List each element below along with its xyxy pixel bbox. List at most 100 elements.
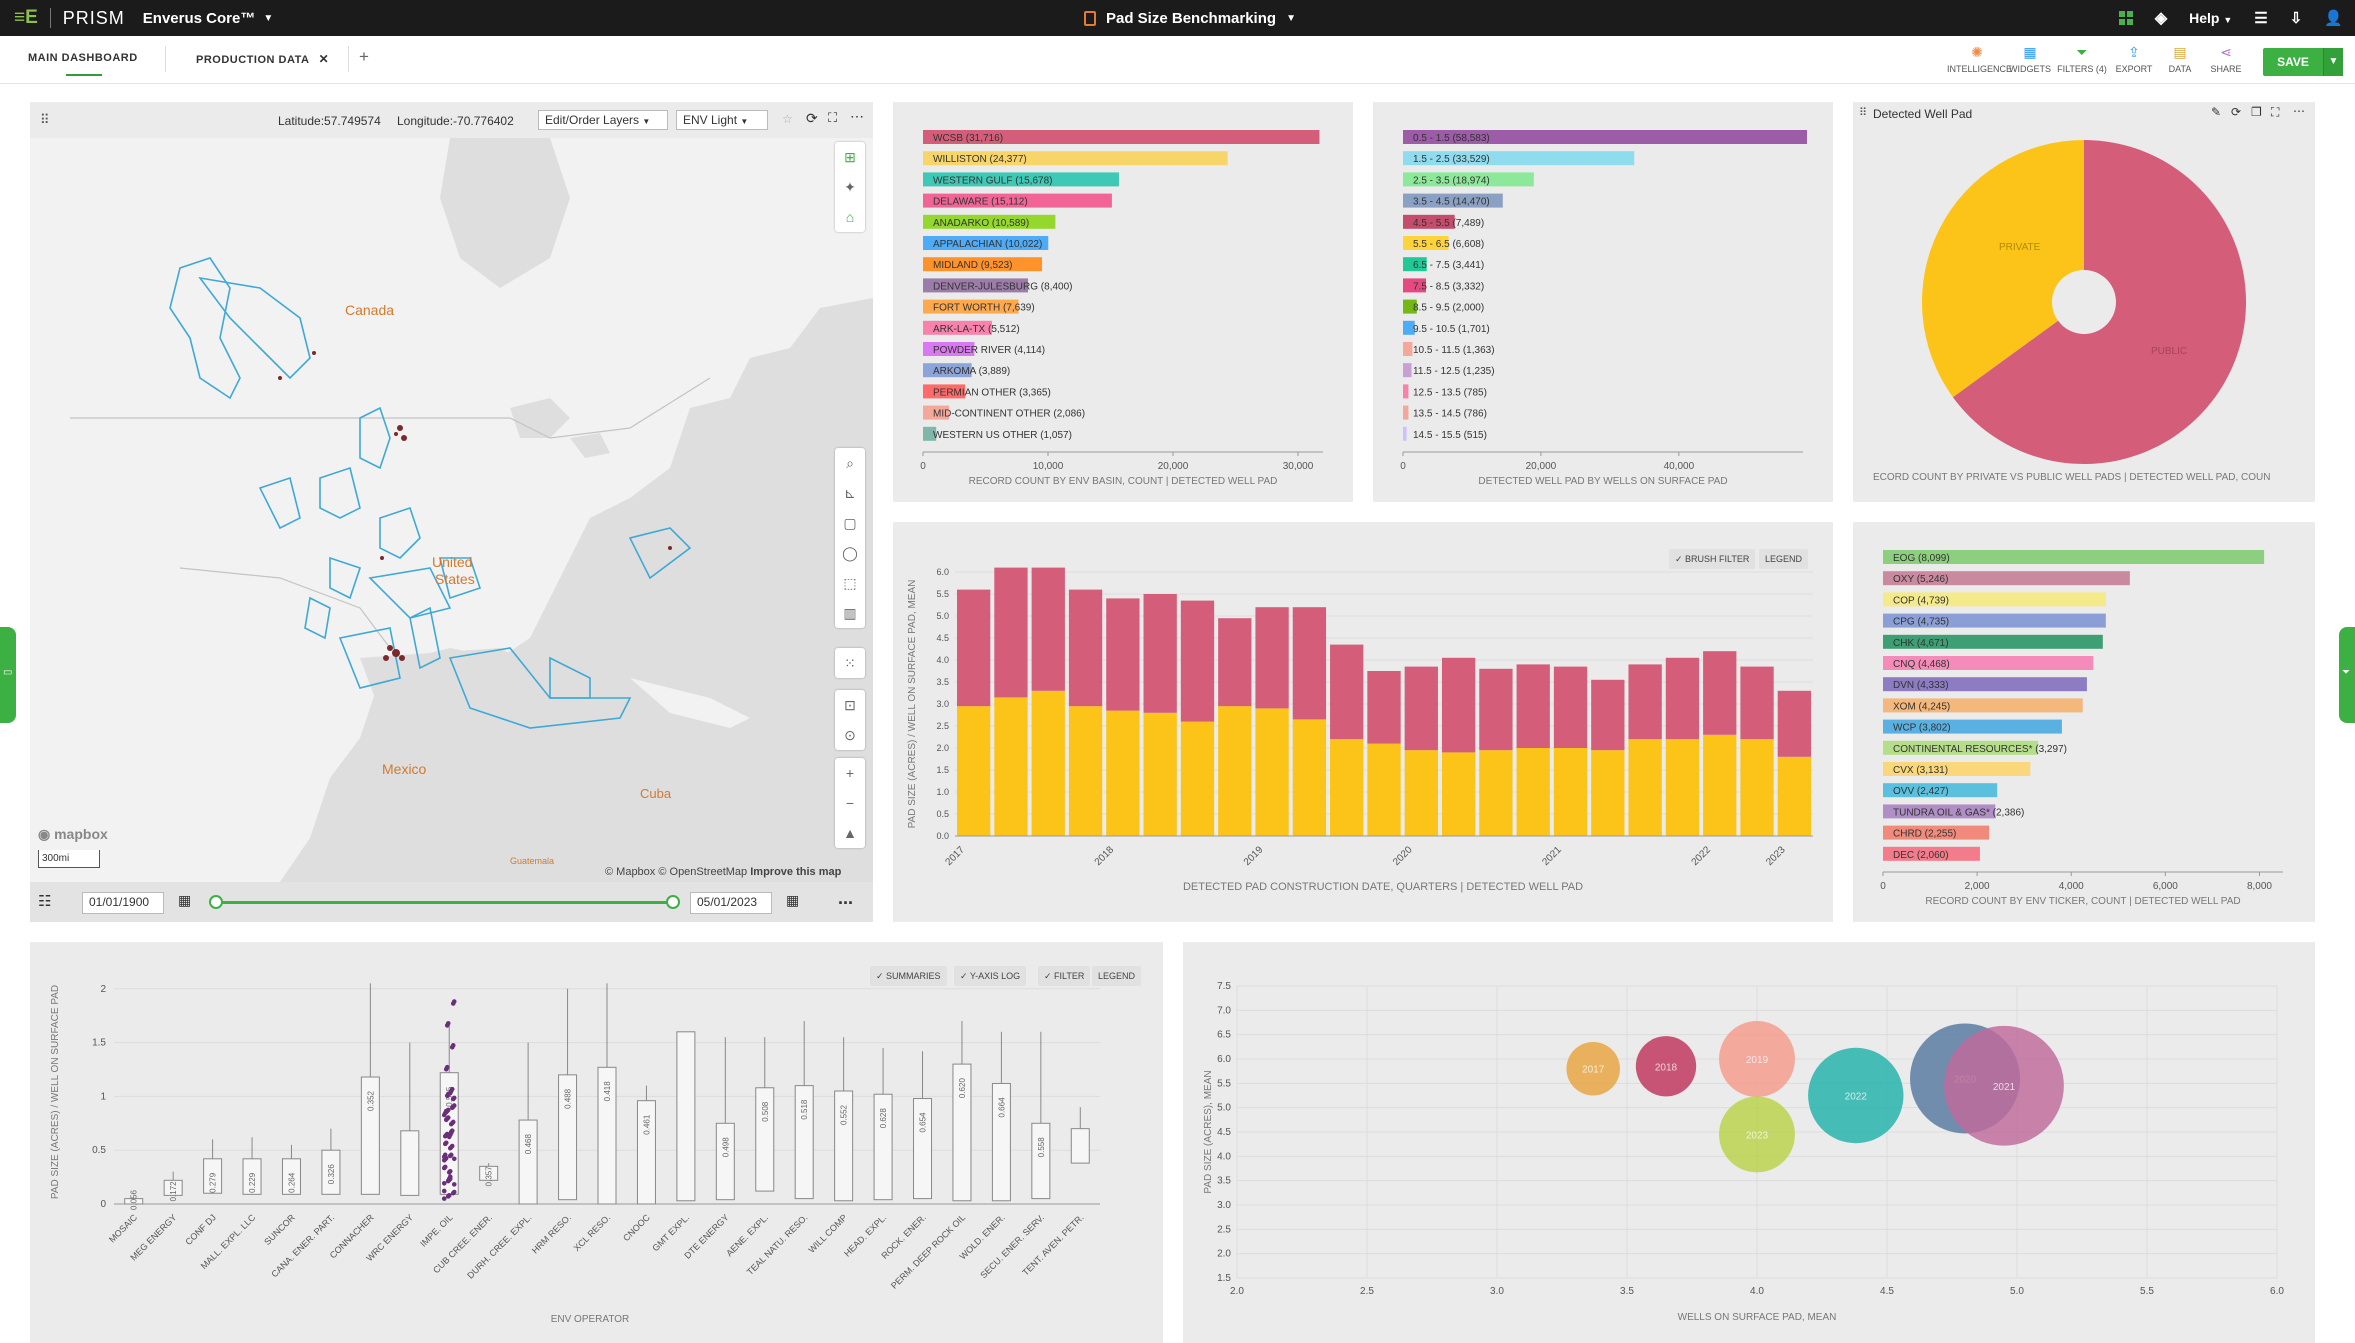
save-options-caret[interactable]: ▼ <box>2323 48 2343 76</box>
apps-grid-icon[interactable] <box>2118 11 2133 25</box>
chevron-down-icon[interactable]: ▼ <box>263 12 274 24</box>
edit-layers-dropdown[interactable]: Edit/Order Layers ▼ <box>538 110 668 130</box>
x-tick-label: 4.5 <box>1880 1286 1894 1297</box>
marker-icon[interactable]: ◯ <box>842 545 858 561</box>
share-button[interactable]: ⋖ SHARE <box>2210 44 2242 74</box>
map-style-dropdown[interactable]: ENV Light ▼ <box>676 110 768 130</box>
copy-icon[interactable]: ❐ <box>2251 105 2262 119</box>
box <box>281 1158 301 1195</box>
x-tick-label: 20,000 <box>1526 461 1557 472</box>
bar <box>1883 783 1998 798</box>
layers-icon[interactable]: ☰ <box>2254 10 2268 27</box>
label-mexico: Mexico <box>382 761 427 777</box>
tab-production-data[interactable]: PRODUCTION DATA ✕ <box>196 52 330 66</box>
start-date-input[interactable]: 01/01/1900 <box>82 892 164 914</box>
chevron-down-icon[interactable]: ▼ <box>1286 12 1296 24</box>
ticker-bar-chart[interactable]: EOG (8,099) OXY (5,246) COP (4,739) CPG (4,… <box>1853 522 2315 922</box>
export-button[interactable]: ⇪ EXPORT <box>2115 44 2153 74</box>
zoom-fit-icon[interactable]: ⊡ <box>844 697 856 713</box>
year-bubble-chart[interactable]: 1.5 2.0 2.5 3.0 3.5 4.0 4.5 5.0 5.5 6.0 6.5 7.0 7.5 2… <box>1183 942 2315 1343</box>
x-tick-label: 8,000 <box>2247 881 2272 892</box>
drag-handle-icon[interactable]: ⠿ <box>1859 107 1868 119</box>
end-date-input[interactable]: 05/01/2023 <box>690 892 772 914</box>
share-icon: ⋖ <box>2220 44 2232 60</box>
refresh-icon[interactable]: ⟳ <box>2231 105 2242 119</box>
user-icon[interactable]: 👤 <box>2324 10 2343 27</box>
add-tab-icon[interactable]: + <box>359 47 370 66</box>
document-title[interactable]: Pad Size Benchmarking <box>1106 9 1277 27</box>
timeline-more-button[interactable]: ... <box>838 888 854 908</box>
outlier-point <box>443 1109 449 1115</box>
more-icon[interactable]: ⋯ <box>2293 104 2305 118</box>
filter-toggle[interactable]: ✓ FILTER <box>1038 966 1091 986</box>
refresh-icon[interactable]: ⟳ <box>806 110 818 126</box>
trash-icon[interactable]: ▥ <box>843 605 857 621</box>
outlier-point <box>442 1141 448 1147</box>
download-icon[interactable]: ⇩ <box>2289 10 2303 27</box>
search-icon[interactable]: ⌕ <box>846 455 854 471</box>
intelligence-button[interactable]: ✺ INTELLIGENCE <box>1947 44 2013 74</box>
map-attribution: © Mapbox © OpenStreetMap Improve this ma… <box>605 866 842 878</box>
improve-map-link[interactable]: Improve this map <box>750 866 842 878</box>
add-layer-icon[interactable]: ⊞ <box>844 149 856 165</box>
data-button[interactable]: ▤ DATA <box>2168 44 2192 74</box>
document-title-menu[interactable]: Pad Size Benchmarking ▼ <box>1084 0 1296 36</box>
lock-icon[interactable]: ☆ <box>782 112 793 126</box>
wells-bar-chart[interactable]: 0.5 - 1.5 (58,583) 1.5 - 2.5 (33,529) 2.5 … <box>1373 102 1833 502</box>
basemap-icon[interactable]: ⌂ <box>845 209 855 225</box>
save-button[interactable]: SAVE <box>2263 48 2323 76</box>
zoom-extent-icon[interactable]: ⊙ <box>844 727 856 743</box>
public-private-pie[interactable]: PRIVATE PUBLIC <box>1853 102 2315 502</box>
date-range-slider[interactable] <box>215 901 675 904</box>
measure-icon[interactable]: ⊾ <box>844 485 856 501</box>
enverus-logo-icon[interactable]: ≡E <box>14 7 38 28</box>
basin-bar-chart[interactable]: WCSB (31,716) WILLISTON (24,377) WESTERN G… <box>893 102 1353 502</box>
brush-filter-toggle[interactable]: ✓ BRUSH FILTER <box>1669 549 1756 569</box>
right-filter-drawer-tab[interactable]: ⏷ <box>2339 627 2355 723</box>
help-menu[interactable]: Help ▼ <box>2189 10 2233 26</box>
legend-toggle[interactable]: LEGEND <box>1759 549 1809 569</box>
outlier-point <box>445 1178 451 1184</box>
fullscreen-icon[interactable]: ⛶ <box>2271 105 2280 119</box>
bar-segment <box>1330 644 1364 740</box>
summaries-toggle[interactable]: ✓ SUMMARIES <box>870 966 947 986</box>
wells-chart-panel: 0.5 - 1.5 (58,583) 1.5 - 2.5 (33,529) 2.5 … <box>1373 102 1833 502</box>
pad-size-stacked-bar-chart[interactable]: 0.0 0.5 1.0 1.5 2.0 2.5 3.0 3.5 4.0 4.5 5.0 5.5 6.0 2… <box>893 522 1833 922</box>
mapbox-logo[interactable]: ◉ mapbox <box>38 826 108 842</box>
filters-button[interactable]: ⏷ FILTERS (4) <box>2057 44 2107 74</box>
bar <box>1403 151 1635 166</box>
satellite-icon[interactable]: ✦ <box>844 179 856 195</box>
box <box>1031 1122 1051 1200</box>
slider-handle-end[interactable] <box>666 895 680 909</box>
close-icon[interactable]: ✕ <box>318 52 330 66</box>
calendar-icon[interactable]: ▦ <box>786 892 800 908</box>
tab-main-dashboard[interactable]: MAIN DASHBOARD <box>28 52 138 76</box>
y-tick-label: 2 <box>100 984 106 995</box>
zoom-in-icon[interactable]: + <box>845 765 855 781</box>
legend-toggle-icon[interactable]: ☷ <box>38 893 52 910</box>
select-box-icon[interactable]: ▢ <box>843 515 857 531</box>
box <box>321 1149 341 1195</box>
left-drawer-tab[interactable]: ▭ <box>0 627 16 723</box>
bar <box>1403 278 1426 293</box>
drag-handle-icon[interactable]: ⠿ <box>40 112 50 127</box>
bar <box>923 384 966 399</box>
map-canvas[interactable]: Canada United States Mexico Cuba Guatema… <box>30 138 873 882</box>
more-icon[interactable]: ⋯ <box>850 108 864 124</box>
target-icon[interactable]: ◈ <box>2154 10 2168 27</box>
longitude-readout: Longitude:-70.776402 <box>397 114 514 128</box>
y-tick-label: 3.5 <box>1217 1176 1231 1187</box>
compass-icon[interactable]: ▲ <box>843 825 857 841</box>
widgets-button[interactable]: ▦ WIDGETS <box>2009 44 2051 74</box>
zoom-out-icon[interactable]: − <box>845 795 855 811</box>
legend-toggle[interactable]: LEGEND <box>1092 966 1142 986</box>
slider-handle-start[interactable] <box>209 895 223 909</box>
cluster-icon[interactable]: ⁙ <box>844 655 856 671</box>
product-switcher[interactable]: Enverus Core™ <box>142 9 256 27</box>
y-axis-log-toggle[interactable]: ✓ Y-AXIS LOG <box>954 966 1027 986</box>
calendar-icon[interactable]: ▦ <box>178 892 192 908</box>
edit-icon[interactable]: ✎ <box>2211 105 2222 119</box>
polygon-icon[interactable]: ⬚ <box>843 575 857 591</box>
fullscreen-icon[interactable]: ⛶ <box>828 110 838 125</box>
